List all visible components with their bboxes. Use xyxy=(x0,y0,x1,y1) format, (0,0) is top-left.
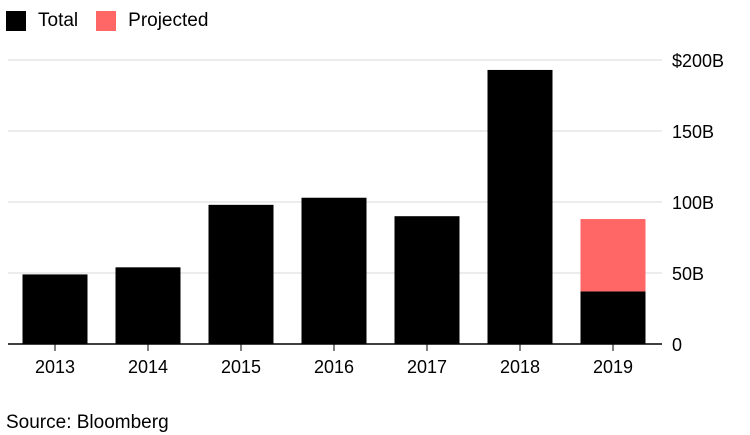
bar-total-2019 xyxy=(580,291,646,344)
x-tick-label: 2018 xyxy=(500,357,540,377)
bar-total-2013 xyxy=(22,274,88,344)
x-tick-label: 2016 xyxy=(314,357,354,377)
bar-projected-2019 xyxy=(580,219,646,292)
x-tick-label: 2014 xyxy=(128,357,168,377)
chart-legend: Total Projected xyxy=(6,10,226,32)
legend-item-total: Total xyxy=(6,10,78,32)
legend-swatch-projected xyxy=(96,11,117,31)
bar-chart: 0 50B 100B 150B $200B 2013 2014 2015 2016 2017 201… xyxy=(8,51,724,377)
legend-item-projected: Projected xyxy=(96,10,208,32)
legend-label-total: Total xyxy=(38,10,79,31)
x-tick-label: 2015 xyxy=(221,357,261,377)
y-tick-label: 50B xyxy=(672,264,704,284)
x-tick-label: 2019 xyxy=(593,357,633,377)
y-tick-label: $200B xyxy=(672,51,724,71)
y-tick-label: 100B xyxy=(672,193,714,213)
y-tick-label: 0 xyxy=(672,335,682,355)
bar-total-2014 xyxy=(115,267,181,344)
x-tick-label: 2017 xyxy=(407,357,447,377)
bar-total-2018 xyxy=(487,69,553,344)
bar-total-2016 xyxy=(301,197,367,344)
bar-total-2015 xyxy=(208,204,274,344)
legend-swatch-total xyxy=(6,11,26,31)
x-tick-label: 2013 xyxy=(35,357,75,377)
source-note: Source: Bloomberg xyxy=(6,412,169,433)
bar-total-2017 xyxy=(394,216,460,344)
legend-label-projected: Projected xyxy=(128,10,209,31)
y-tick-label: 150B xyxy=(672,122,714,142)
